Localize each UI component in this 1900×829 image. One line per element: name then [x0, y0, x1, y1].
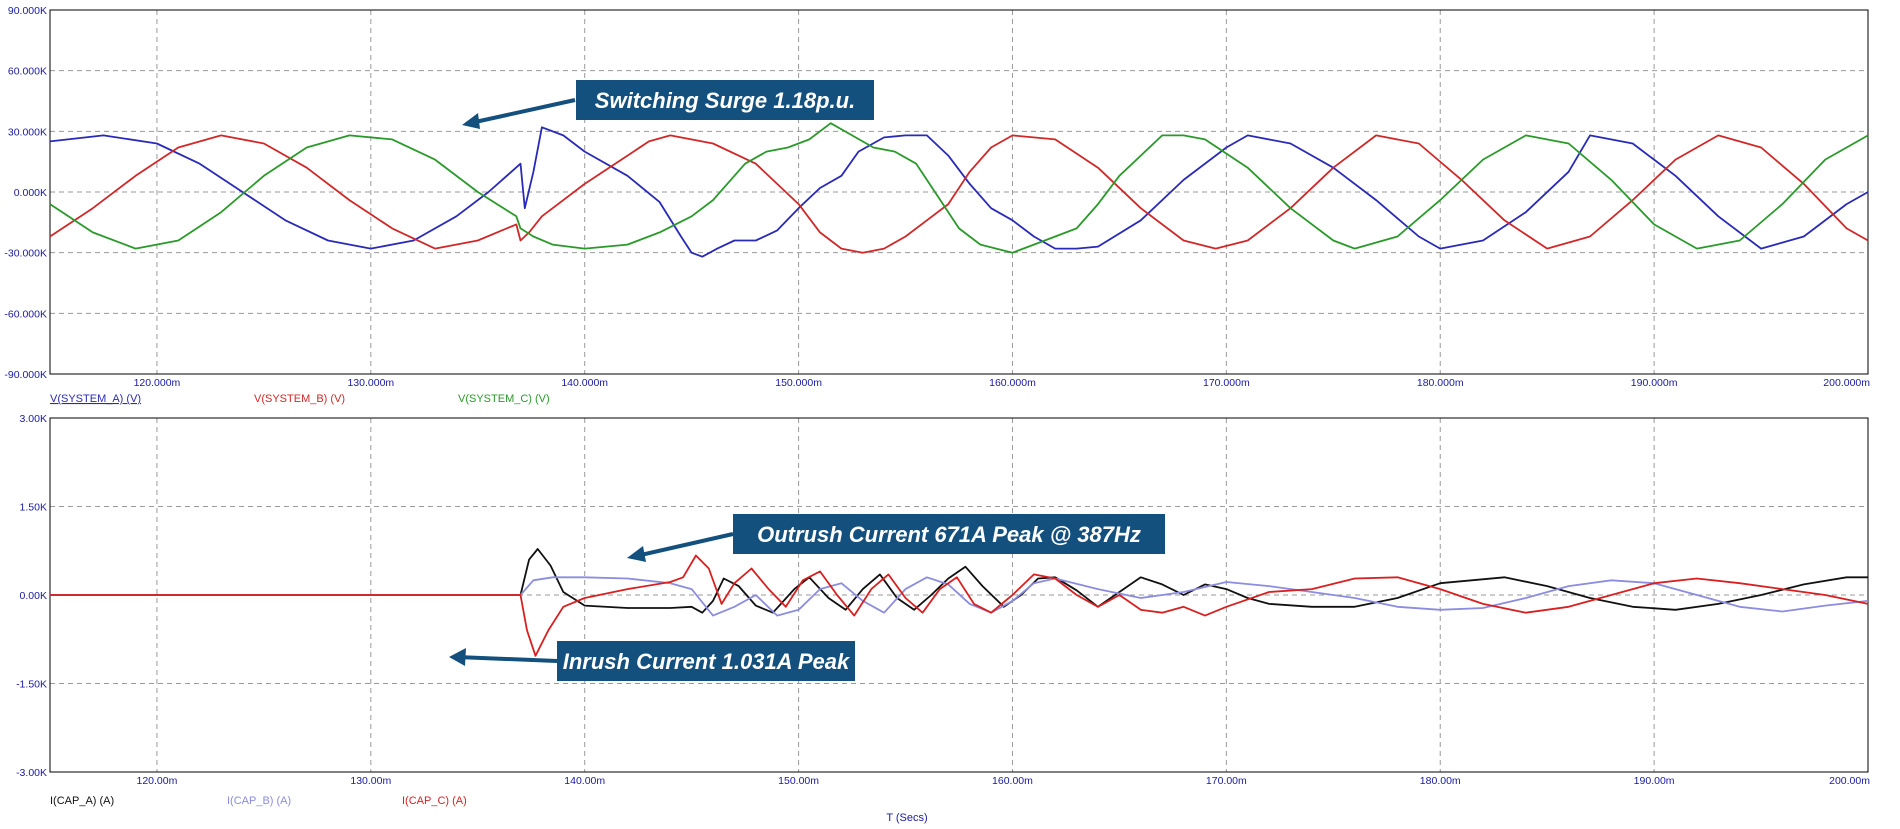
current-y-tick-label: -1.50K	[16, 679, 47, 691]
legend-cap-a[interactable]: I(CAP_A) (A)	[50, 795, 114, 807]
legend-system-c[interactable]: V(SYSTEM_C) (V)	[458, 393, 550, 405]
voltage-grid	[50, 10, 1868, 374]
current-y-ticks: 3.00K 1.50K 0.00K -1.50K -3.00K	[16, 413, 47, 779]
current-legend: I(CAP_A) (A) I(CAP_B) (A) I(CAP_C) (A)	[50, 795, 467, 807]
voltage-y-tick-label: 60.000K	[8, 66, 47, 78]
legend-system-b[interactable]: V(SYSTEM_B) (V)	[254, 393, 345, 405]
x-axis-label: T (Secs)	[886, 812, 927, 824]
current-trace-2	[50, 576, 1869, 617]
voltage-trace-1	[49, 126, 1869, 258]
outrush-arrowhead	[627, 546, 646, 562]
outrush-label: Outrush Current 671A Peak @ 387Hz	[757, 522, 1141, 547]
voltage-x-tick-label: 170.000m	[1203, 377, 1250, 389]
voltage-x-tick-label: 190.000m	[1631, 377, 1678, 389]
voltage-trace-2	[49, 134, 1869, 254]
current-x-tick-label: 150.00m	[778, 775, 819, 787]
current-y-tick-label: 3.00K	[20, 413, 47, 425]
current-trace-3	[50, 554, 1869, 657]
current-x-tick-label: 160.00m	[992, 775, 1033, 787]
current-x-ticks: 120.00m 130.00m 140.00m 150.00m 160.00m 170.0…	[137, 775, 1871, 787]
inrush-arrowhead	[449, 648, 466, 666]
voltage-y-tick-label: 0.000K	[14, 187, 47, 199]
voltage-y-tick-label: -90.000K	[4, 369, 47, 381]
voltage-x-tick-label: 140.000m	[561, 377, 608, 389]
legend-cap-b[interactable]: I(CAP_B) (A)	[227, 795, 291, 807]
outrush-box	[733, 514, 1165, 554]
voltage-x-tick-label: 160.000m	[989, 377, 1036, 389]
inrush-label: Inrush Current 1.031A Peak	[563, 649, 851, 674]
switching-surge-arrow	[465, 98, 576, 126]
voltage-y-tick-label: 30.000K	[8, 126, 47, 138]
inrush-callout: Inrush Current 1.031A Peak	[449, 641, 855, 681]
switching-surge-box	[576, 80, 874, 120]
switching-surge-arrowhead	[462, 113, 480, 129]
current-y-tick-label: 1.50K	[20, 502, 47, 514]
voltage-x-tick-label: 150.000m	[775, 377, 822, 389]
voltage-x-tick-label: 130.000m	[347, 377, 394, 389]
voltage-y-tick-label: -60.000K	[4, 308, 47, 320]
voltage-x-ticks: 120.000m 130.000m 140.000m 150.000m 160.000m…	[134, 377, 1871, 389]
current-y-tick-label: 0.00K	[20, 590, 47, 602]
inrush-arrow	[456, 655, 558, 663]
current-panel: 3.00K 1.50K 0.00K -1.50K -3.00K 120.00m 130.0…	[16, 413, 1870, 824]
voltage-y-tick-label: 90.000K	[8, 5, 47, 17]
current-x-tick-label: 180.00m	[1420, 775, 1461, 787]
legend-system-a[interactable]: V(SYSTEM_A) (V)	[50, 393, 141, 405]
legend-cap-c[interactable]: I(CAP_C) (A)	[402, 795, 467, 807]
switching-surge-label: Switching Surge 1.18p.u.	[595, 88, 855, 113]
voltage-y-tick-label: -30.000K	[4, 248, 47, 260]
current-x-tick-label: 130.00m	[350, 775, 391, 787]
current-x-tick-label: 120.00m	[137, 775, 178, 787]
voltage-traces	[49, 122, 1869, 258]
voltage-legend: V(SYSTEM_A) (V) V(SYSTEM_B) (V) V(SYSTEM…	[50, 393, 550, 405]
current-x-tick-label: 170.00m	[1206, 775, 1247, 787]
current-x-tick-label: 140.00m	[564, 775, 605, 787]
current-x-tick-label: 190.00m	[1634, 775, 1675, 787]
current-trace-1	[50, 548, 1868, 614]
voltage-trace-3	[49, 122, 1869, 254]
voltage-y-ticks: 90.000K 60.000K 30.000K 0.000K -30.000K -60.0…	[4, 5, 47, 381]
outrush-arrow	[631, 532, 734, 559]
voltage-x-tick-label: 120.000m	[134, 377, 181, 389]
voltage-panel: 90.000K 60.000K 30.000K 0.000K -30.000K -60.0…	[4, 5, 1870, 405]
switching-surge-callout: Switching Surge 1.18p.u.	[462, 80, 874, 129]
inrush-box	[557, 641, 855, 681]
voltage-x-tick-label: 180.000m	[1417, 377, 1464, 389]
current-traces	[50, 548, 1869, 657]
outrush-callout: Outrush Current 671A Peak @ 387Hz	[627, 514, 1165, 562]
current-y-tick-label: -3.00K	[16, 767, 47, 779]
current-x-tick-label: 200.00m	[1829, 775, 1870, 787]
voltage-x-tick-label: 200.000m	[1823, 377, 1870, 389]
